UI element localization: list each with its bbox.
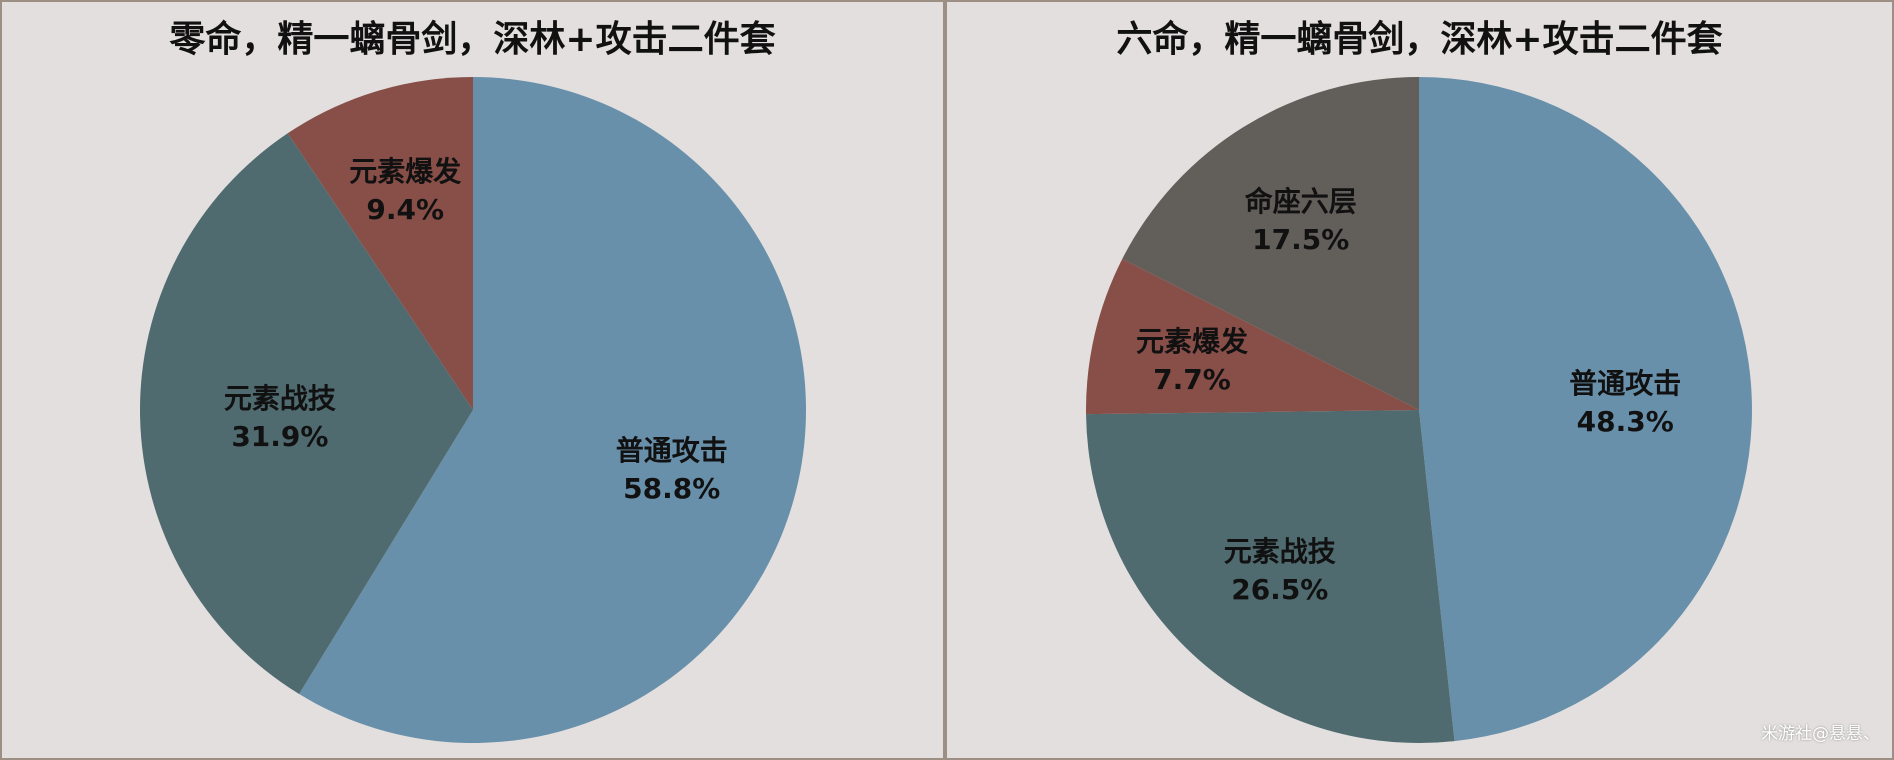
pie-slice	[287, 77, 473, 410]
chart-title: 零命，精一螭骨剑，深林+攻击二件套	[169, 19, 776, 60]
slice-category-label: 元素战技	[1224, 535, 1336, 568]
pie-slice	[1086, 258, 1419, 415]
pie-chart-panel-1: 六命，精一螭骨剑，深林+攻击二件套 普通攻击 48.3% 元素战技 26.5% 元素爆发…	[945, 0, 1894, 760]
slice-percent-label: 7.7%	[1153, 363, 1231, 396]
slice-category-label: 普通攻击	[1569, 367, 1681, 400]
watermark: 米游社@悬悬、	[1761, 724, 1880, 744]
pie-chart-1: 普通攻击 48.3% 元素战技 26.5% 元素爆发 7.7% 命座六层 17.5%	[1086, 77, 1752, 743]
pie-slice	[1086, 410, 1455, 743]
chart-title: 六命，精一螭骨剑，深林+攻击二件套	[1116, 19, 1723, 60]
pie-slice	[299, 77, 807, 743]
slice-category-label: 元素爆发	[349, 155, 461, 188]
pie-chart-panel-0: 零命，精一螭骨剑，深林+攻击二件套 普通攻击 58.8% 元素战技 31.9% 元素爆发…	[0, 0, 945, 760]
slice-percent-label: 26.5%	[1231, 573, 1328, 606]
slice-percent-label: 48.3%	[1577, 405, 1674, 438]
slice-percent-label: 9.4%	[366, 193, 444, 226]
pie-slice	[1122, 77, 1419, 410]
slice-percent-label: 17.5%	[1252, 223, 1349, 256]
slice-category-label: 元素爆发	[1136, 325, 1248, 358]
slice-category-label: 普通攻击	[616, 434, 728, 467]
slice-percent-label: 58.8%	[623, 472, 720, 505]
slice-category-label: 命座六层	[1245, 185, 1357, 218]
pie-chart-0: 普通攻击 58.8% 元素战技 31.9% 元素爆发 9.4%	[139, 77, 807, 743]
slice-percent-label: 31.9%	[231, 420, 328, 453]
pie-slice	[139, 133, 474, 695]
slice-category-label: 元素战技	[224, 382, 336, 415]
pie-slice	[1419, 77, 1752, 742]
